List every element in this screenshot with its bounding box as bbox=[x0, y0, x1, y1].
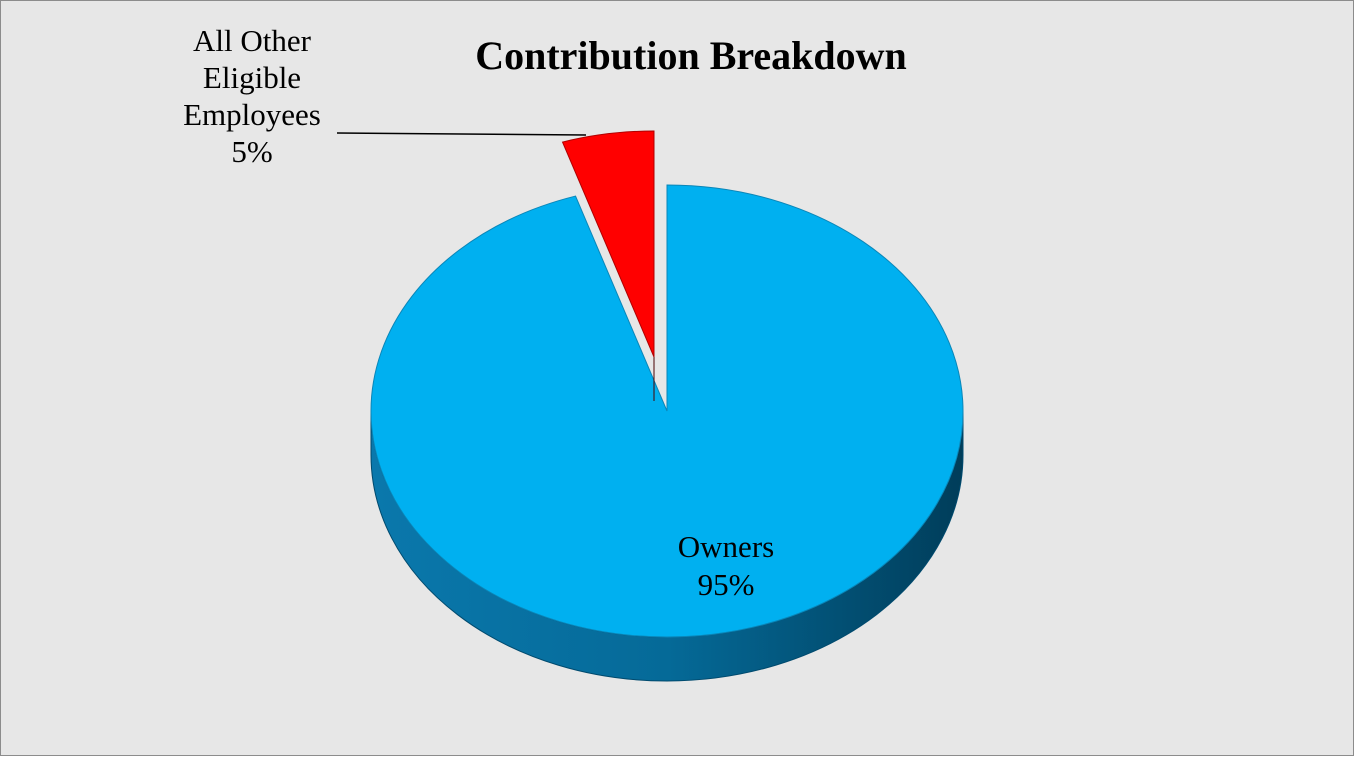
pie-slice-all-other-eligible-employees bbox=[561, 130, 655, 401]
data-label-all-other-eligible-employees: All Other Eligible Employees 5% bbox=[183, 23, 321, 169]
chart-title: Contribution Breakdown bbox=[475, 33, 907, 78]
pie-slice-top bbox=[561, 130, 655, 358]
data-label-line: 5% bbox=[231, 134, 272, 169]
data-label-line: Owners bbox=[678, 529, 774, 564]
pie-slice-top bbox=[370, 184, 964, 638]
data-label-line: Eligible bbox=[203, 60, 301, 95]
leader-line bbox=[336, 132, 587, 136]
pie-slice-owners bbox=[370, 184, 964, 682]
data-label-owners: Owners 95% bbox=[678, 529, 774, 602]
data-label-line: Employees bbox=[183, 97, 321, 132]
data-label-line: All Other bbox=[193, 23, 312, 58]
data-label-line: 95% bbox=[698, 567, 755, 602]
